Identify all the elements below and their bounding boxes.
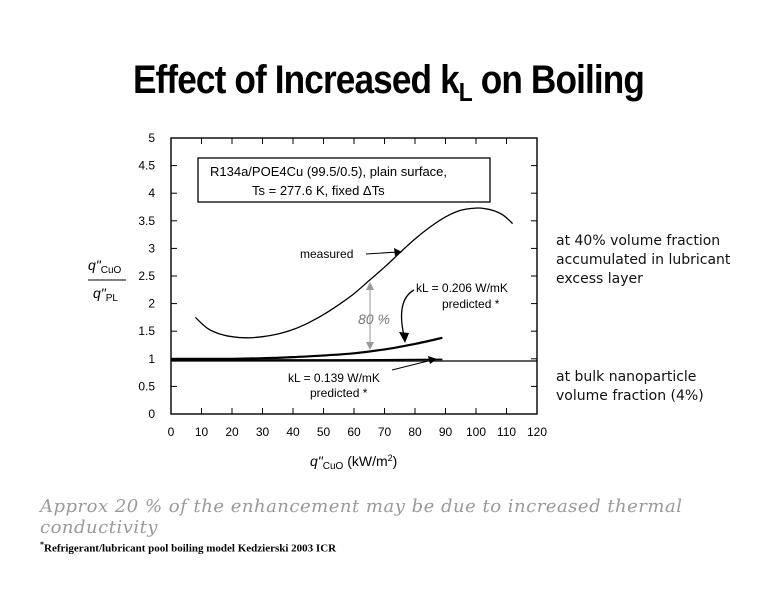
x-tick-label: 40 <box>286 425 300 439</box>
y-axis-label: q"CuO <box>88 257 122 276</box>
footnote: *Refrigerant/lubricant pool boiling mode… <box>40 540 336 555</box>
kl206-arrow <box>400 289 415 337</box>
title-end: on Boiling <box>471 58 645 102</box>
x-tick-label: 50 <box>317 425 331 439</box>
x-tick-label: 0 <box>168 425 175 439</box>
percent-label: 80 % <box>358 311 390 327</box>
series-kl206-line <box>170 336 443 360</box>
side-note-top-line-3: excess layer <box>556 271 643 287</box>
handwritten-note: Approx 20 % of the enhancement may be du… <box>40 496 683 538</box>
y-tick-label: 4.5 <box>138 159 155 173</box>
measured-arrowhead <box>394 248 402 256</box>
y-axis-label-denominator: q"PL <box>93 285 118 304</box>
side-note-top-line-1: at 40% volume fraction <box>556 233 721 249</box>
footnote-mark: * <box>40 540 44 549</box>
side-note-top-line-2: accumulated in lubricant <box>556 252 731 268</box>
x-tick-label: 30 <box>256 425 270 439</box>
kl206-predicted: predicted * <box>442 297 500 311</box>
kl206-arrowhead <box>399 332 409 343</box>
x-tick-label: 100 <box>466 425 486 439</box>
y-tick-label: 2.5 <box>138 269 155 283</box>
y-tick-label: 3.5 <box>138 214 155 228</box>
legend-box <box>197 157 491 203</box>
x-axis-label: q"CuO (kW/m2) <box>310 453 397 472</box>
y-tick-label: 4 <box>148 186 155 200</box>
chart-series <box>170 207 537 362</box>
legend-line-2: Ts = 277.6 K, fixed ΔTs <box>252 183 385 198</box>
y-tick-label: 1 <box>148 352 155 366</box>
side-note-bottom-line-2: volume fraction (4%) <box>556 388 704 404</box>
y-tick-label: 5 <box>148 131 155 145</box>
series-kl139-line <box>171 358 443 361</box>
x-tick-label: 10 <box>195 425 209 439</box>
side-note-accumulated: at 40% volume fraction accumulated in lu… <box>556 232 756 289</box>
x-tick-label: 120 <box>527 425 547 439</box>
chart-ticks: 0 10 20 30 40 50 60 70 80 90 100 110 120 0 0.5 1 1.5 2 2.5… <box>138 131 547 439</box>
title-subscript: L <box>458 77 473 107</box>
y-tick-label: 0 <box>148 407 155 421</box>
kl139-arrowhead <box>428 356 437 364</box>
percent-arrowhead-bottom <box>366 342 374 350</box>
kl139-arrow <box>391 359 433 371</box>
x-tick-label: 80 <box>408 425 422 439</box>
percent-arrowhead-top <box>366 282 374 290</box>
x-tick-label: 110 <box>497 425 516 439</box>
side-note-bottom-line-1: at bulk nanoparticle <box>556 369 697 385</box>
series-measured-line <box>194 207 514 339</box>
side-note-bulk: at bulk nanoparticle volume fraction (4%… <box>556 368 756 406</box>
x-tick-label: 20 <box>225 425 239 439</box>
slide-title: Effect of Increased kL on Boiling <box>47 58 731 108</box>
measured-arrow <box>365 251 399 255</box>
kl139-predicted: predicted * <box>310 386 368 400</box>
kl206-label: kL = 0.206 W/mK <box>416 281 508 295</box>
title-main: Effect of Increased k <box>132 58 460 102</box>
y-tick-label: 2 <box>148 297 155 311</box>
kl139-label: kL = 0.139 W/mK <box>288 371 380 385</box>
x-tick-label: 60 <box>347 425 361 439</box>
footnote-text: Refrigerant/lubricant pool boiling model… <box>44 542 337 555</box>
y-tick-label: 0.5 <box>138 379 155 393</box>
measured-label: measured <box>300 247 353 261</box>
y-tick-label: 3 <box>148 241 155 255</box>
x-tick-label: 70 <box>378 425 392 439</box>
y-tick-label: 1.5 <box>138 324 155 338</box>
legend-line-1: R134a/POE4Cu (99.5/0.5), plain surface, <box>210 164 447 179</box>
x-tick-label: 90 <box>439 425 453 439</box>
